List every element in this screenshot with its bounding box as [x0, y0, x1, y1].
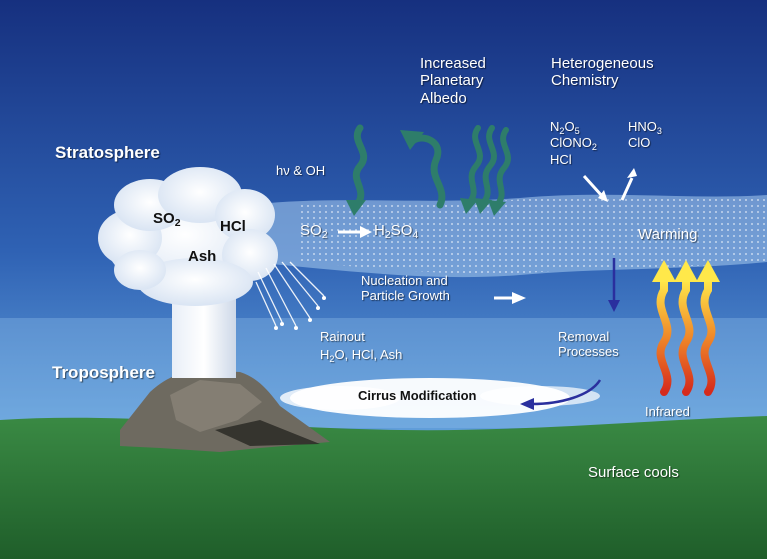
- eruption-cloud: [98, 167, 278, 306]
- warming-label: Warming: [638, 226, 698, 243]
- removal-label: Removal Processes: [558, 329, 619, 359]
- rainout-label: Rainout: [320, 329, 365, 344]
- ground: [0, 416, 767, 559]
- h2so4-label: H2SO4: [374, 222, 419, 241]
- cirrus-label: Cirrus Modification: [358, 388, 477, 403]
- hv-oh-arrow: [352, 124, 368, 210]
- cirrus-cloud: [280, 378, 600, 418]
- cloud-hcl-label: HCl: [220, 218, 246, 235]
- chemistry-species-right: HNO3 ClO: [628, 119, 662, 151]
- nucleation-arrow: [494, 292, 526, 304]
- albedo-label: Increased Planetary Albedo: [420, 55, 486, 107]
- so2-to-h2so4-arrow: [338, 226, 372, 238]
- hv-oh-label: hν & OH: [276, 163, 326, 178]
- infrared-label: Infrared: [645, 404, 690, 419]
- albedo-arrow-up: [410, 134, 446, 209]
- so2-label: SO2: [300, 222, 328, 241]
- stratosphere-label: Stratosphere: [55, 143, 160, 162]
- chemistry-arrows: [582, 174, 634, 201]
- chemistry-species-left: N2O5 ClONO2 HCl: [550, 119, 597, 167]
- chemistry-label: Heterogeneous Chemistry: [551, 55, 654, 90]
- albedo-arrows-down: [465, 125, 511, 209]
- cirrus-arrow: [520, 379, 602, 410]
- surface-cools-label: Surface cools: [588, 464, 679, 481]
- cloud-ash-label: Ash: [188, 248, 217, 265]
- infrared-arrows: [656, 276, 716, 396]
- cloud-so2-label: SO2: [153, 210, 181, 229]
- aerosol-particles: [300, 195, 767, 274]
- rainout-species-label: H2O, HCl, Ash: [320, 347, 403, 364]
- removal-arrow: [608, 258, 620, 312]
- rainout-streaks: [255, 261, 325, 327]
- troposphere-label: Troposphere: [52, 363, 155, 382]
- nucleation-label: Nucleation and Particle Growth: [361, 273, 450, 303]
- eruption-column: [172, 290, 236, 378]
